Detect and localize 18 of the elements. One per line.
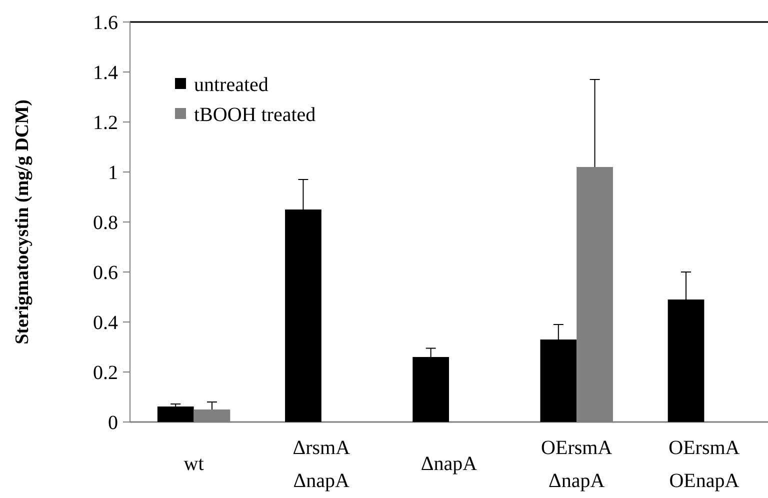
y-tick-label: 0.8 xyxy=(93,212,118,234)
bar xyxy=(157,406,194,422)
legend-label: tBOOH treated xyxy=(194,104,316,126)
x-tick-label: OErsmA OEnapA xyxy=(668,437,740,492)
legend-label: untreated xyxy=(194,74,268,96)
y-tick-label: 0.4 xyxy=(93,312,118,334)
y-axis-title: Sterigmatocystin (mg/g DCM) xyxy=(12,100,33,344)
y-tick-label: 1 xyxy=(108,162,118,184)
x-tick-label: wt xyxy=(184,453,204,475)
y-tick-label: 0.2 xyxy=(93,362,118,384)
y-tick-label: 1.2 xyxy=(93,112,118,134)
y-tick-label: 0.6 xyxy=(93,262,118,284)
y-tick-label: 1.6 xyxy=(93,12,118,34)
y-tick-label: 1.4 xyxy=(93,62,118,84)
x-tick-label: OErsmA ΔnapA xyxy=(541,437,613,492)
x-tick-label: ΔrsmA ΔnapA xyxy=(292,437,351,492)
y-tick-label: 0 xyxy=(108,412,118,434)
x-tick-label: ΔnapA xyxy=(420,453,478,475)
